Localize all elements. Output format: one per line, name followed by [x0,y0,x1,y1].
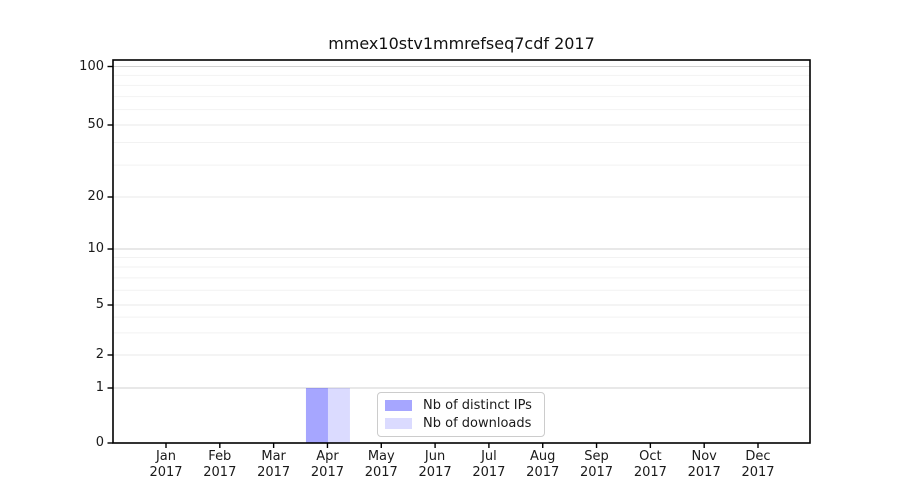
y-tick-label: 20 [87,188,104,204]
x-tick-label-jan: Jan 2017 [149,449,183,480]
y-tick-label: 50 [87,116,104,132]
x-tick-label-dec: Dec 2017 [741,449,775,480]
x-tick-label-feb: Feb 2017 [203,449,237,480]
x-tick-label-nov: Nov 2017 [687,449,721,480]
x-tick-label-sep: Sep 2017 [579,449,614,480]
y-tick-label: 5 [95,297,104,312]
y-tick-label: 100 [79,58,104,74]
y-tick-label: 2 [95,346,104,362]
legend-swatch-distinct-ips [385,399,412,411]
bar-apr-series1 [327,388,350,443]
legend-swatch-downloads [385,418,412,430]
y-tick-label: 0 [95,435,104,450]
bar-apr-series0 [305,388,328,443]
y-tick-label: 10 [87,241,104,256]
x-tick-label-jul: Jul 2017 [472,449,506,480]
x-tick-label-aug: Aug 2017 [526,449,560,480]
x-tick-label-jun: Jun 2017 [418,449,452,480]
x-tick-label-oct: Oct 2017 [633,449,667,480]
legend-item-distinct-ips: Nb of distinct IPs [385,396,536,414]
chart-title: mmex10stv1mmrefseq7cdf 2017 [328,34,595,53]
plot-spines [112,59,811,444]
y-tick-label: 1 [95,380,104,395]
legend-label-distinct-ips: Nb of distinct IPs [423,397,532,413]
x-tick-label-apr: Apr 2017 [310,449,344,480]
x-tick-label-may: May 2017 [364,449,398,480]
legend-label-downloads: Nb of downloads [423,416,532,432]
legend: Nb of distinct IPs Nb of downloads [377,392,545,437]
legend-item-downloads: Nb of downloads [385,415,536,433]
x-tick-label-mar: Mar 2017 [257,449,291,480]
